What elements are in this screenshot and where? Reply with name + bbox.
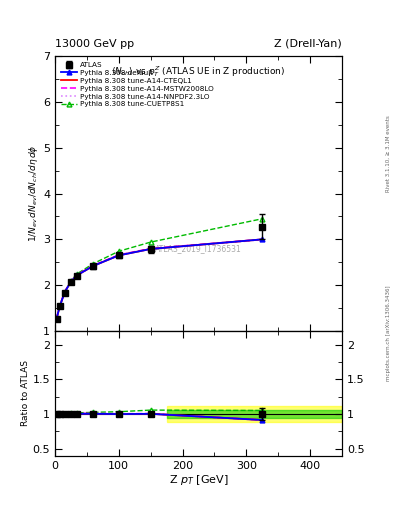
Pythia 8.308 tune-A14-CTEQL1 <box>91 263 95 269</box>
Text: Z (Drell-Yan): Z (Drell-Yan) <box>274 38 342 49</box>
Line: Pythia 8.308 tune-A14-NNPDF2.3LO: Pythia 8.308 tune-A14-NNPDF2.3LO <box>57 240 262 318</box>
Pythia 8.308 tune-A14-NNPDF2.3LO <box>69 279 73 285</box>
Text: mcplots.cern.ch [arXiv:1306.3436]: mcplots.cern.ch [arXiv:1306.3436] <box>386 285 391 380</box>
Text: 13000 GeV pp: 13000 GeV pp <box>55 38 134 49</box>
Pythia 8.308 default <box>69 279 73 285</box>
Line: Pythia 8.308 default: Pythia 8.308 default <box>54 237 264 321</box>
Text: Rivet 3.1.10, ≥ 3.1M events: Rivet 3.1.10, ≥ 3.1M events <box>386 115 391 192</box>
Bar <box>167 406 342 422</box>
Pythia 8.308 tune-A14-NNPDF2.3LO <box>57 303 62 309</box>
Pythia 8.308 tune-A14-MSTW2008LO <box>69 278 73 284</box>
Pythia 8.308 tune-CUETP8S1 <box>91 261 95 267</box>
Pythia 8.308 tune-A14-NNPDF2.3LO <box>148 246 153 252</box>
Pythia 8.308 tune-A14-CTEQL1 <box>57 303 62 309</box>
Pythia 8.308 tune-CUETP8S1 <box>75 271 80 277</box>
Pythia 8.308 tune-A14-MSTW2008LO <box>148 245 153 251</box>
X-axis label: Z $p_T$ [GeV]: Z $p_T$ [GeV] <box>169 473 228 487</box>
Bar <box>167 410 342 418</box>
Line: Pythia 8.308 tune-CUETP8S1: Pythia 8.308 tune-CUETP8S1 <box>54 217 264 321</box>
Pythia 8.308 tune-CUETP8S1 <box>260 216 264 222</box>
Pythia 8.308 default <box>54 315 59 322</box>
Pythia 8.308 tune-A14-NNPDF2.3LO <box>62 289 67 295</box>
Pythia 8.308 default <box>62 289 67 295</box>
Pythia 8.308 tune-A14-MSTW2008LO <box>62 289 67 295</box>
Pythia 8.308 tune-CUETP8S1 <box>57 303 62 309</box>
Pythia 8.308 tune-A14-MSTW2008LO <box>91 262 95 268</box>
Pythia 8.308 default <box>116 252 121 259</box>
Pythia 8.308 tune-A14-CTEQL1 <box>116 252 121 259</box>
Text: $\langle N_{ch}\rangle$ vs $p_T^Z$ (ATLAS UE in Z production): $\langle N_{ch}\rangle$ vs $p_T^Z$ (ATLA… <box>111 65 286 79</box>
Pythia 8.308 tune-A14-NNPDF2.3LO <box>260 237 264 243</box>
Pythia 8.308 tune-A14-NNPDF2.3LO <box>75 272 80 278</box>
Pythia 8.308 default <box>260 237 264 243</box>
Pythia 8.308 tune-CUETP8S1 <box>69 278 73 284</box>
Text: ATLAS_2019_I1736531: ATLAS_2019_I1736531 <box>155 244 242 253</box>
Pythia 8.308 tune-A14-CTEQL1 <box>260 237 264 243</box>
Pythia 8.308 tune-A14-CTEQL1 <box>69 279 73 285</box>
Pythia 8.308 tune-A14-NNPDF2.3LO <box>54 315 59 322</box>
Pythia 8.308 tune-CUETP8S1 <box>62 289 67 295</box>
Pythia 8.308 tune-A14-MSTW2008LO <box>54 315 59 321</box>
Pythia 8.308 tune-A14-CTEQL1 <box>62 289 67 295</box>
Pythia 8.308 default <box>75 272 80 278</box>
Pythia 8.308 tune-CUETP8S1 <box>54 315 59 322</box>
Pythia 8.308 tune-A14-CTEQL1 <box>75 272 80 278</box>
Legend: ATLAS, Pythia 8.308 default, Pythia 8.308 tune-A14-CTEQL1, Pythia 8.308 tune-A14: ATLAS, Pythia 8.308 default, Pythia 8.30… <box>59 60 215 110</box>
Pythia 8.308 tune-A14-NNPDF2.3LO <box>116 252 121 259</box>
Pythia 8.308 tune-A14-MSTW2008LO <box>260 237 264 243</box>
Pythia 8.308 tune-A14-MSTW2008LO <box>116 252 121 258</box>
Y-axis label: Ratio to ATLAS: Ratio to ATLAS <box>21 360 30 426</box>
Pythia 8.308 default <box>57 303 62 309</box>
Pythia 8.308 tune-A14-CTEQL1 <box>54 315 59 322</box>
Pythia 8.308 default <box>148 246 153 252</box>
Line: Pythia 8.308 tune-A14-CTEQL1: Pythia 8.308 tune-A14-CTEQL1 <box>57 240 262 318</box>
Pythia 8.308 tune-A14-NNPDF2.3LO <box>91 263 95 269</box>
Pythia 8.308 tune-A14-CTEQL1 <box>148 246 153 252</box>
Pythia 8.308 tune-CUETP8S1 <box>148 239 153 245</box>
Pythia 8.308 tune-A14-MSTW2008LO <box>75 271 80 278</box>
Pythia 8.308 tune-CUETP8S1 <box>116 248 121 254</box>
Pythia 8.308 default <box>91 263 95 269</box>
Pythia 8.308 tune-A14-MSTW2008LO <box>57 303 62 309</box>
Y-axis label: $1/N_{ev}\,dN_{ev}/dN_{ch}/d\eta\,d\phi$: $1/N_{ev}\,dN_{ev}/dN_{ch}/d\eta\,d\phi$ <box>27 145 40 242</box>
Line: Pythia 8.308 tune-A14-MSTW2008LO: Pythia 8.308 tune-A14-MSTW2008LO <box>57 240 262 318</box>
